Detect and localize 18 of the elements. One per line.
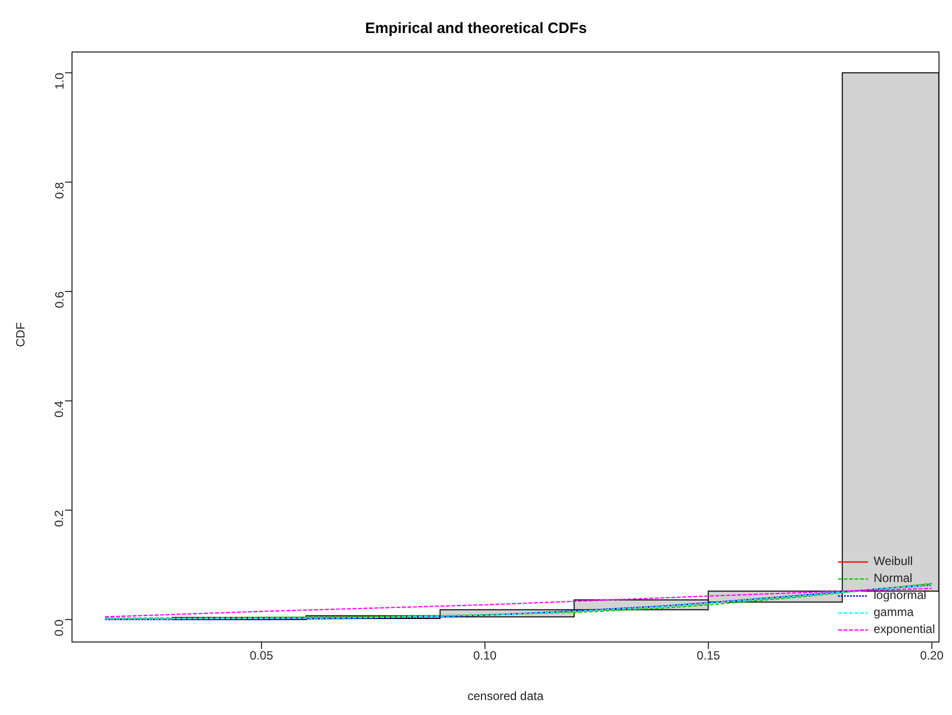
- y-tick-label: 0.6: [52, 291, 66, 308]
- legend-label: exponential: [874, 621, 935, 638]
- legend-label: Normal: [874, 570, 912, 587]
- x-tick-label: 0.15: [696, 648, 720, 663]
- y-tick-label: 0.4: [52, 400, 66, 418]
- y-axis-title: CDF: [13, 322, 28, 347]
- legend-label: lognormal: [874, 587, 926, 604]
- y-tick-label: 0.2: [52, 510, 66, 527]
- y-tick-label: 0.8: [52, 182, 66, 199]
- x-axis-title: censored data: [467, 689, 544, 703]
- y-tick-label: 1.0: [52, 72, 66, 90]
- chart-title: Empirical and theoretical CDFs: [364, 20, 588, 37]
- y-tick-label: 0.0: [52, 619, 66, 636]
- legend-label: Weibull: [874, 553, 913, 570]
- x-tick-label: 0.05: [250, 648, 274, 663]
- x-tick-label: 0.10: [473, 648, 497, 663]
- legend-label: gamma: [874, 604, 914, 621]
- x-tick-label: 0.20: [920, 648, 944, 663]
